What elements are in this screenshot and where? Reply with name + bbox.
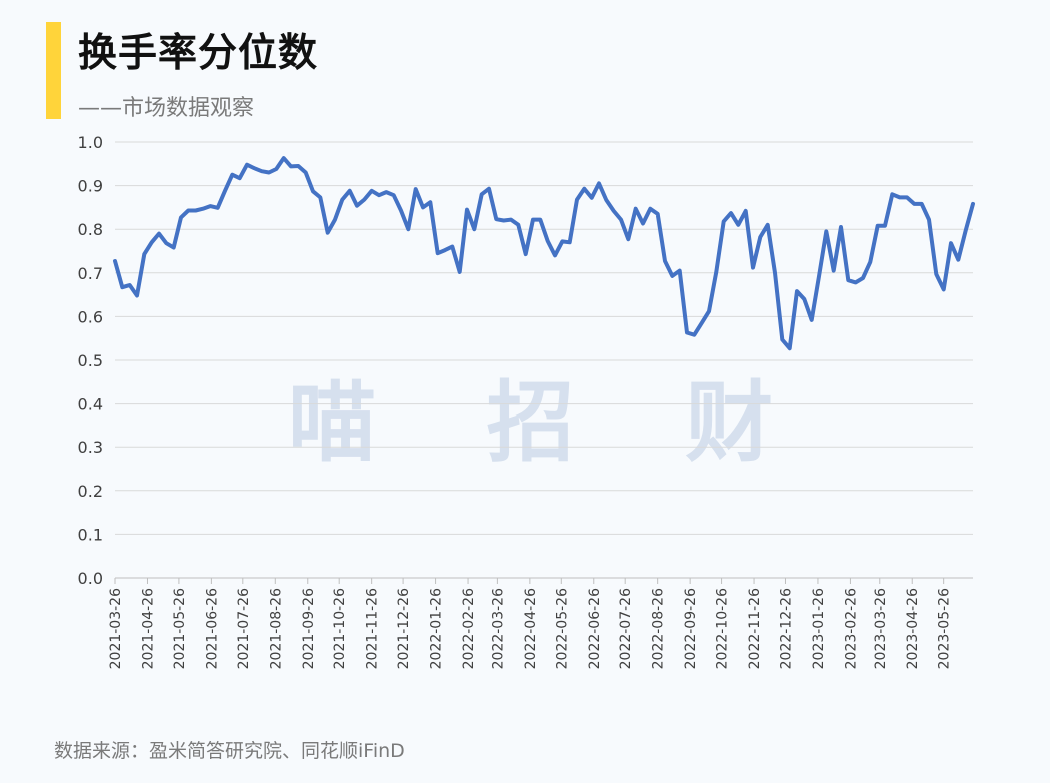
y-tick-label: 0.0 [78, 569, 103, 588]
x-tick-label: 2022-04-26 [523, 588, 539, 669]
y-tick-label: 0.9 [78, 177, 103, 196]
y-tick-label: 0.7 [78, 264, 103, 283]
x-axis: 2021-03-26 2021-04-26 2021-05-26 2021-06-26… [108, 578, 953, 669]
x-tick-label: 2021-03-26 [108, 588, 124, 669]
gridlines [115, 141, 973, 579]
y-tick-label: 1.0 [78, 133, 103, 152]
data-source-note: 数据来源：盈米简答研究院、同花顺iFinD [54, 740, 405, 762]
y-tick-label: 0.8 [78, 220, 103, 239]
x-tick-label: 2021-12-26 [396, 588, 412, 669]
x-tick-label: 2022-02-26 [461, 588, 477, 669]
x-tick-label: 2021-04-26 [140, 588, 156, 669]
x-tick-label: 2022-05-26 [554, 588, 570, 669]
x-tick-label: 2021-11-26 [365, 588, 381, 669]
x-tick-label: 2023-02-26 [843, 588, 859, 669]
x-tick-label: 2022-12-26 [778, 588, 794, 669]
x-tick-label: 2022-03-26 [490, 588, 506, 669]
y-tick-label: 0.3 [78, 438, 103, 457]
x-tick-label: 2022-01-26 [429, 588, 445, 669]
y-tick-label: 0.4 [78, 395, 103, 414]
x-tick-label: 2023-05-26 [937, 588, 953, 669]
y-tick-label: 0.6 [78, 307, 103, 326]
x-tick-label: 2021-08-26 [268, 588, 284, 669]
x-tick-label: 2021-06-26 [204, 588, 220, 669]
x-tick-label: 2023-03-26 [873, 588, 889, 669]
y-axis: 0.0 0.1 0.2 0.3 0.4 0.5 0.6 0.7 0.8 0.9 1.0 [78, 133, 103, 588]
series-line [113, 156, 975, 351]
title-accent-bar [46, 22, 61, 119]
y-tick-label: 0.1 [78, 525, 103, 544]
x-tick-label: 2022-07-26 [618, 588, 634, 669]
x-tick-label: 2021-10-26 [332, 588, 348, 669]
x-tick-label: 2023-01-26 [811, 588, 827, 669]
watermark: 喵 招 财 [288, 371, 814, 474]
x-tick-label: 2023-04-26 [905, 588, 921, 669]
y-tick-label: 0.2 [78, 482, 103, 501]
x-tick-label: 2022-06-26 [587, 588, 603, 669]
x-tick-label: 2021-07-26 [236, 588, 252, 669]
chart-title: 换手率分位数 [78, 31, 319, 76]
series-layer [113, 156, 975, 351]
x-tick-label: 2022-11-26 [747, 588, 763, 669]
x-tick-label: 2021-09-26 [301, 588, 317, 669]
x-tick-label: 2021-05-26 [172, 588, 188, 669]
y-tick-label: 0.5 [78, 351, 103, 370]
x-tick-label: 2022-10-26 [715, 588, 731, 669]
x-tick-label: 2022-09-26 [683, 588, 699, 669]
chart-subtitle: ——市场数据观察 [78, 96, 255, 121]
x-tick-label: 2022-08-26 [651, 588, 667, 669]
